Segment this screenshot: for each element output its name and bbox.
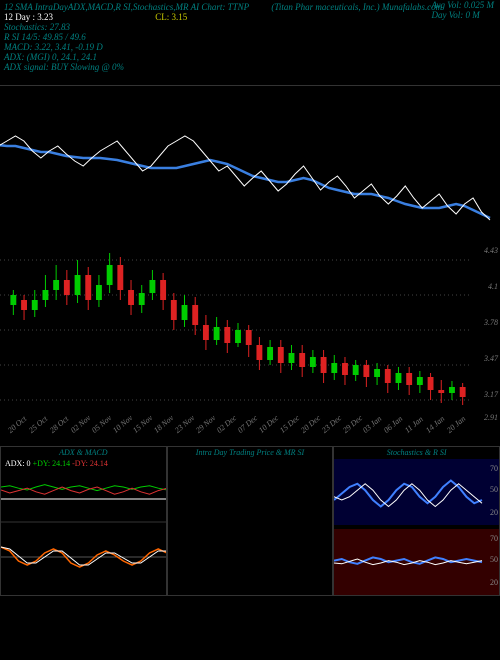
panel-title-intraday: Intra Day Trading Price & MR SI — [168, 448, 333, 457]
ticker-description: (Titan Phar maceuticals, Inc.) Munafalab… — [271, 2, 442, 12]
svg-text:4.43: 4.43 — [484, 246, 498, 255]
price-line-chart — [0, 85, 500, 245]
top-indicators: 12 SMA IntraDayADX,MACD,R SI,Stochastics… — [4, 2, 249, 12]
close-value: CL: 3.15 — [155, 12, 187, 22]
candlestick-chart: 4.43 4.1 3.78 3.47 3.17 2.91 — [0, 245, 500, 430]
chart-header: 12 SMA IntraDayADX,MACD,R SI,Stochastics… — [0, 0, 500, 85]
svg-text:3.17: 3.17 — [483, 390, 499, 399]
svg-text:3.47: 3.47 — [483, 354, 499, 363]
svg-text:20: 20 — [490, 508, 498, 517]
adx-signal: ADX signal: BUY Slowing @ 0% — [4, 62, 496, 72]
svg-text:50: 50 — [490, 485, 498, 494]
sma-value: 12 Day : 3.23 — [4, 12, 53, 22]
day-volume: Day Vol: 0 M — [432, 10, 495, 20]
avg-volume: Avg Vol: 0.025 M — [432, 0, 495, 10]
adx-value: ADX: (MGI) 0, 24.1, 24.1 — [4, 52, 496, 62]
svg-text:2.91: 2.91 — [484, 413, 498, 422]
adx-macd-svg — [1, 447, 167, 596]
macd-value: MACD: 3.22, 3.41, -0.19 D — [4, 42, 496, 52]
intraday-panel: Intra Day Trading Price & MR SI — [167, 446, 334, 596]
panel-title-stoch: Stochastics & R SI — [334, 448, 499, 457]
svg-text:20: 20 — [490, 578, 498, 587]
adx-readout: ADX: 0 +DY: 24.14 -DY: 24.14 — [5, 459, 108, 468]
stochastics-value: Stochastics: 27.83 — [4, 22, 496, 32]
svg-text:70: 70 — [490, 534, 498, 543]
adx-macd-panel: ADX & MACD ADX: 0 +DY: 24.14 -DY: 24.14 — [0, 446, 167, 596]
date-axis: 20 Oct25 Oct28 Oct02 Nov05 Nov10 Nov15 N… — [0, 428, 470, 446]
stochastics-svg: 70 50 20 70 50 20 — [334, 447, 500, 596]
svg-text:70: 70 — [490, 464, 498, 473]
stochastics-panel: Stochastics & R SI 70 50 20 70 50 20 — [333, 446, 500, 596]
rsi-value: R SI 14/5: 49.85 / 49.6 — [4, 32, 496, 42]
svg-text:50: 50 — [490, 555, 498, 564]
svg-text:3.78: 3.78 — [483, 318, 498, 327]
svg-text:4.1: 4.1 — [488, 282, 498, 291]
panel-title-adx: ADX & MACD — [1, 448, 166, 457]
